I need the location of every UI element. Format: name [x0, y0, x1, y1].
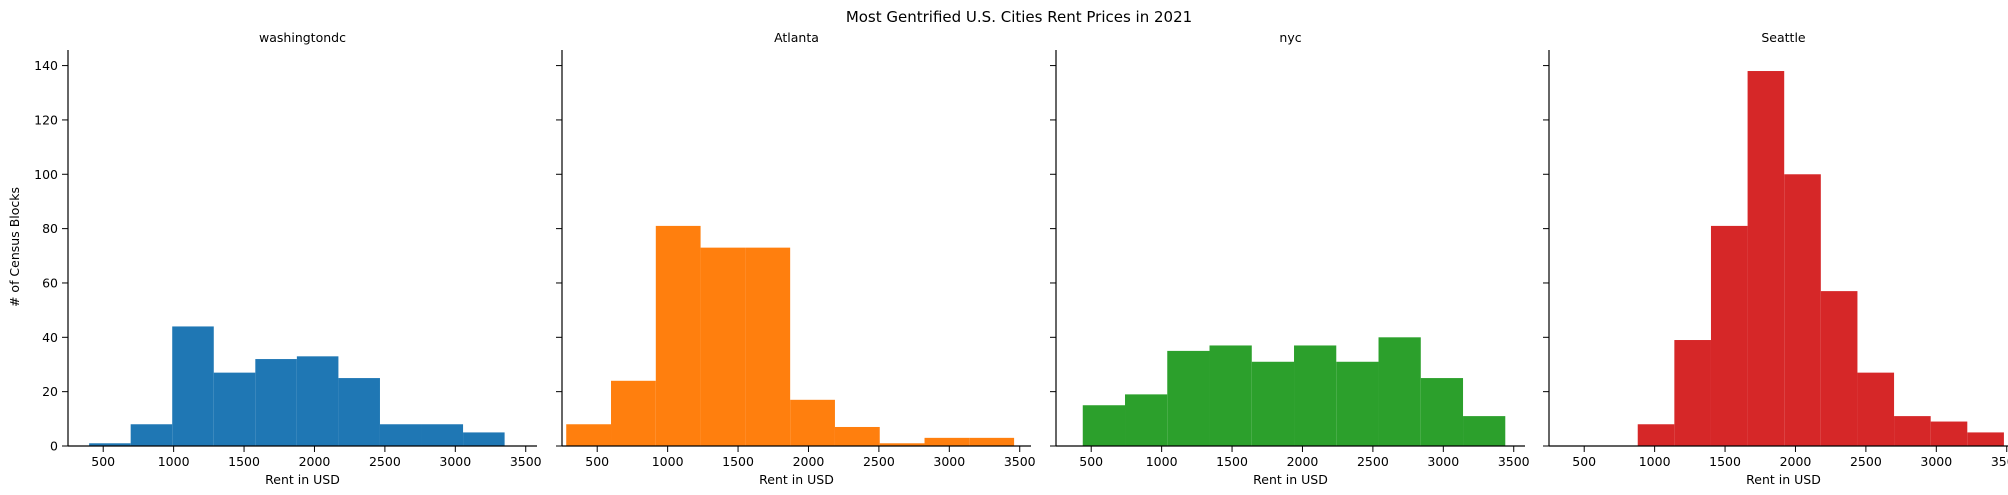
- x-axis-label: Rent in USD: [265, 472, 340, 487]
- x-tick-label: 1000: [1639, 454, 1671, 469]
- histogram-bar: [1420, 378, 1464, 446]
- x-tick-label: 2000: [299, 454, 331, 469]
- histogram-bar: [1710, 225, 1748, 446]
- histogram-bar: [1894, 416, 1931, 446]
- y-axis-label: # of Census Blocks: [7, 187, 22, 307]
- histogram-bar: [463, 432, 505, 446]
- x-tick-label: 2500: [863, 454, 895, 469]
- panel-title: Atlanta: [774, 30, 819, 45]
- x-tick-label: 1500: [1216, 454, 1248, 469]
- histogram-bar: [89, 443, 131, 446]
- x-tick-label: 3500: [1004, 454, 1036, 469]
- x-axis-label: Rent in USD: [1253, 472, 1328, 487]
- histogram-bar: [1209, 345, 1252, 446]
- histogram-bar: [1857, 372, 1895, 446]
- histogram-bar: [130, 424, 173, 446]
- histogram-bar: [1082, 405, 1126, 446]
- histogram-bar: [969, 437, 1015, 446]
- histogram-bar: [700, 247, 746, 446]
- histogram-bar: [1251, 361, 1295, 446]
- histogram-bar: [1930, 421, 1968, 446]
- y-tick-label: 120: [34, 112, 58, 127]
- panel-title: Seattle: [1761, 30, 1806, 45]
- histogram-bar: [566, 424, 612, 446]
- y-tick-label: 140: [34, 58, 58, 73]
- x-tick-label: 1000: [158, 454, 190, 469]
- histogram-bar: [1378, 337, 1421, 446]
- histogram-bar: [1294, 345, 1337, 446]
- panel-title: washingtondc: [259, 30, 346, 45]
- y-tick-label: 40: [42, 330, 58, 345]
- histogram-bar: [879, 443, 925, 446]
- x-tick-label: 2000: [793, 454, 825, 469]
- x-tick-label: 3000: [1920, 454, 1952, 469]
- histogram-bar: [834, 426, 880, 446]
- x-tick-label: 1000: [652, 454, 684, 469]
- x-tick-label: 500: [585, 454, 609, 469]
- x-tick-label: 3000: [439, 454, 471, 469]
- panel-washingtondc: washingtondc 0 20 40 60 80 100 120 140 500 1000 150…: [34, 30, 542, 487]
- x-tick-label: 3000: [933, 454, 965, 469]
- histogram-bar: [296, 356, 339, 446]
- x-tick-label: 500: [1079, 454, 1103, 469]
- x-tick-label: 2500: [1850, 454, 1882, 469]
- y-tick-label: 80: [42, 221, 58, 236]
- histogram-bar: [1784, 174, 1821, 446]
- histogram-bar: [338, 378, 380, 446]
- histogram-bar: [745, 247, 791, 446]
- histogram-bar: [172, 326, 214, 446]
- histogram-bar: [255, 359, 297, 446]
- histogram-bar: [1637, 424, 1675, 446]
- histogram-bar: [379, 424, 422, 446]
- x-tick-label: 3500: [1991, 454, 2008, 469]
- histogram-bar: [1820, 291, 1858, 446]
- histogram-bar: [1967, 432, 2004, 446]
- histogram-bar: [924, 437, 970, 446]
- histogram-bar: [1336, 361, 1379, 446]
- x-tick-label: 500: [1572, 454, 1596, 469]
- y-tick-label: 60: [42, 275, 58, 290]
- histogram-bar: [1747, 71, 1785, 446]
- x-tick-label: 2500: [1357, 454, 1389, 469]
- figure-title: Most Gentrified U.S. Cities Rent Prices …: [846, 8, 1192, 26]
- x-tick-label: 2000: [1780, 454, 1812, 469]
- histogram-bar: [213, 372, 256, 446]
- x-tick-label: 2000: [1287, 454, 1319, 469]
- panel-atlanta: Atlanta 500 1000 1500 2000 2500 3000 3500 Rent i…: [556, 30, 1036, 487]
- histogram-bar: [790, 399, 835, 446]
- x-tick-label: 1500: [228, 454, 260, 469]
- x-tick-label: 1500: [722, 454, 754, 469]
- y-tick-label: 100: [34, 167, 58, 182]
- histogram-bar: [421, 424, 464, 446]
- histogram-bar: [1463, 416, 1506, 446]
- panels: washingtondc 0 20 40 60 80 100 120 140 500 1000 150…: [34, 30, 2008, 487]
- x-tick-label: 1500: [1709, 454, 1741, 469]
- histogram-bar: [655, 225, 701, 446]
- panel-seattle: Seattle 500 1000 1500 2000 2500 3000 3500 Rent i…: [1543, 30, 2008, 487]
- x-tick-label: 3000: [1427, 454, 1459, 469]
- x-tick-label: 1000: [1146, 454, 1178, 469]
- panel-title: nyc: [1279, 30, 1301, 45]
- x-tick-label: 2500: [369, 454, 401, 469]
- x-axis-label: Rent in USD: [759, 472, 834, 487]
- x-tick-label: 3500: [1498, 454, 1530, 469]
- y-tick-label: 0: [50, 439, 58, 454]
- x-axis-label: Rent in USD: [1746, 472, 1821, 487]
- x-tick-label: 500: [91, 454, 115, 469]
- histogram-bar: [1674, 340, 1711, 446]
- y-tick-label: 20: [42, 384, 58, 399]
- histogram-bar: [1125, 394, 1168, 446]
- x-tick-label: 3500: [510, 454, 542, 469]
- histogram-bar: [1167, 350, 1210, 446]
- panel-nyc: nyc 500 1000 1500 2000 2500 3000 3500 Rent in US…: [1050, 30, 1530, 487]
- histogram-bar: [611, 380, 656, 446]
